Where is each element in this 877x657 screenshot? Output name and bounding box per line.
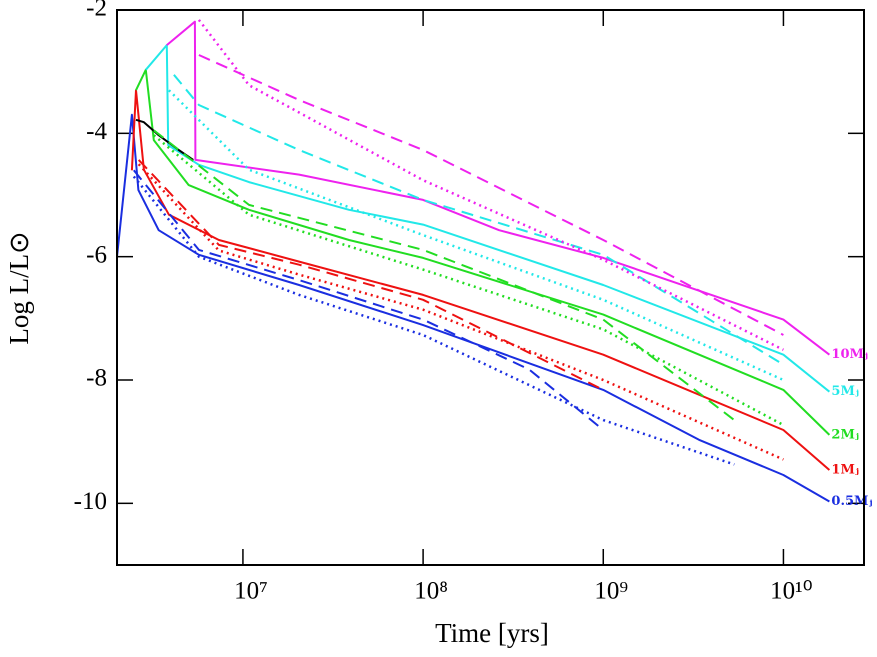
y-tick-label: -10 — [74, 488, 107, 515]
series-label: 2Mⱼ — [831, 427, 859, 442]
y-tick-label: -6 — [86, 241, 107, 268]
series-line — [145, 44, 831, 393]
y-tick-label: -8 — [86, 365, 107, 392]
series-label: 5Mⱼ — [831, 384, 859, 399]
x-tick-label: 10¹⁰ — [770, 578, 813, 605]
series-line — [152, 134, 784, 427]
x-axis-title: Time [yrs] — [435, 618, 549, 648]
series-line — [153, 129, 735, 421]
series-line — [130, 89, 831, 471]
series-line — [135, 68, 831, 436]
series-line — [173, 74, 784, 366]
series-label: 0.5Mⱼ — [831, 494, 872, 509]
x-tick-label: 10⁷ — [234, 578, 268, 605]
series-line — [168, 89, 784, 382]
series-line — [137, 163, 784, 461]
series-label: 1Mⱼ — [831, 463, 859, 478]
y-tick-label: -2 — [86, 0, 107, 22]
series-line — [132, 175, 735, 466]
series-line — [133, 169, 604, 431]
y-axis-title: Log L/L⊙ — [4, 231, 34, 344]
series-line — [166, 20, 831, 356]
x-tick-label: 10⁹ — [594, 578, 628, 605]
y-tick-label: -4 — [86, 118, 107, 145]
series-line — [117, 113, 830, 503]
series-line — [197, 19, 784, 351]
series-label: 10Mⱼ — [831, 347, 868, 362]
plot-frame — [116, 9, 865, 566]
x-tick-label: 10⁸ — [414, 578, 448, 605]
series-line — [137, 159, 604, 391]
